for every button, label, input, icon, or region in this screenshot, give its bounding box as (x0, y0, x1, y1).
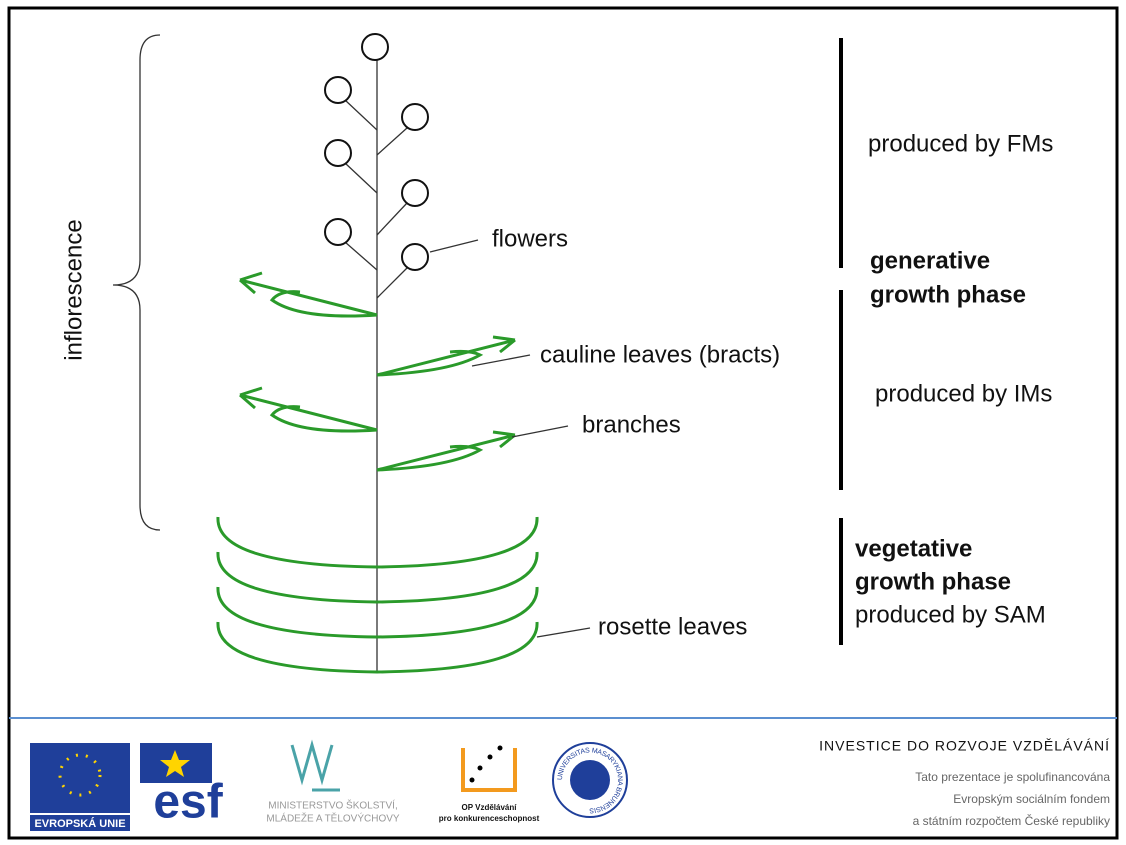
fms-label: produced by FMs (868, 130, 1053, 157)
sam-label: produced by SAM (855, 601, 1046, 628)
msmt-text: MLÁDEŽE A TĚLOVÝCHOVY (266, 812, 400, 825)
branches-label: branches (582, 411, 681, 438)
esf-text: esf (153, 776, 223, 829)
generative-label: growth phase (870, 281, 1026, 308)
vegetative-label: growth phase (855, 568, 1011, 595)
inflorescence-label: inflorescence (60, 219, 87, 360)
footer-note: Evropským sociálním fondem (953, 792, 1110, 806)
rosette-label: rosette leaves (598, 613, 747, 640)
eu-logo: EVROPSKÁ UNIE (30, 743, 130, 831)
op-text: pro konkurenceschopnost (439, 814, 540, 823)
op-text: OP Vzdělávání (462, 803, 518, 812)
ims-label: produced by IMs (875, 380, 1052, 407)
eu-text: EVROPSKÁ UNIE (34, 817, 125, 830)
flowers-label: flowers (492, 225, 568, 252)
generative-label: generative (870, 247, 990, 274)
cauline-label: cauline leaves (bracts) (540, 341, 780, 368)
vegetative-label: vegetative (855, 535, 972, 562)
mu-logo: UNIVERSITAS MASARYKIANA BRUNENSIS (553, 743, 627, 817)
footer-note: a státním rozpočtem České republiky (913, 813, 1110, 828)
slide: inflorescence flowers cauline leaves (br (0, 0, 1126, 845)
esf-logo: esf (140, 743, 224, 829)
footer-heading: INVESTICE DO ROZVOJE VZDĚLÁVÁNÍ (819, 738, 1110, 754)
msmt-text: MINISTERSTVO ŠKOLSTVÍ, (268, 799, 397, 812)
footer-note: Tato prezentace je spolufinancována (915, 770, 1110, 784)
